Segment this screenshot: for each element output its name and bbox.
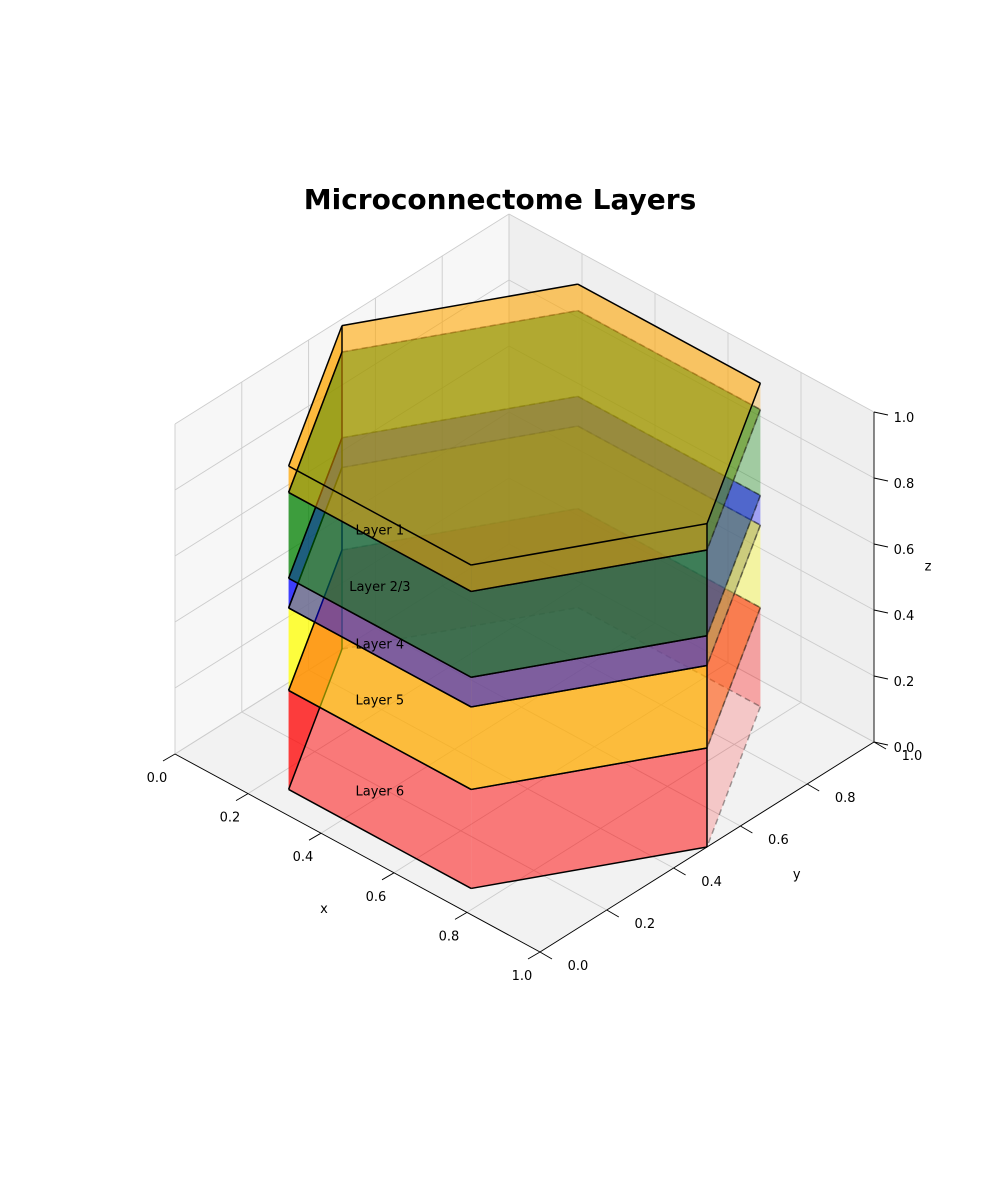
z-tick: [873, 609, 889, 614]
layer-hidden-edge: [706, 524, 762, 666]
layer-edge: [470, 549, 708, 593]
y-tick: [873, 741, 887, 750]
layer-side-face: [471, 635, 707, 707]
z-tick: [873, 741, 889, 746]
layer-label: Layer 4: [356, 638, 405, 653]
z-tick-label: 0.6: [894, 543, 915, 558]
layer-edge: [706, 382, 762, 524]
y-tick-label: 0.2: [634, 917, 655, 932]
z-tick: [873, 543, 889, 548]
layer-edge: [288, 607, 472, 708]
x-axis-line: [174, 753, 541, 953]
layer-label: Layer 1: [356, 524, 405, 539]
layer-edge: [287, 351, 343, 493]
x-tick: [308, 832, 322, 841]
z-tick-label: 0.0: [894, 741, 915, 756]
layer-side-face: [471, 523, 707, 592]
z-tick-label: 1.0: [894, 411, 915, 426]
layer-side-face: [471, 665, 707, 790]
layer-edge: [706, 495, 762, 637]
layer-edge: [288, 465, 472, 566]
y-tick-label: 1.0: [902, 749, 923, 764]
layer-side-face: [288, 492, 472, 678]
layer-side-face: [288, 466, 472, 592]
chart-title: Microconnectome Layers: [303, 183, 697, 216]
z-tick: [873, 477, 889, 482]
layer-edge: [706, 524, 762, 666]
y-tick: [806, 783, 820, 792]
y-tick-label: 0.6: [768, 833, 789, 848]
layer-label: Layer 2/3: [349, 580, 410, 595]
y-tick: [740, 825, 753, 834]
layer-edge: [470, 522, 708, 566]
layer-back-face: [707, 525, 761, 748]
z-tick: [873, 675, 889, 680]
x-tick: [454, 912, 468, 920]
layer-edge: [288, 689, 472, 791]
z-tick: [873, 411, 889, 416]
layer-back-face: [707, 607, 761, 847]
layer-edge: [706, 409, 762, 551]
x-tick-label: 0.0: [147, 771, 168, 786]
x-tick-label: 0.2: [220, 811, 241, 826]
layer-prism: Layer 6 Layer 5 Layer 4 Layer 2/3 Layer 1: [287, 283, 762, 890]
z-axis-label: z: [925, 560, 932, 575]
x-tick-label: 0.8: [439, 929, 460, 944]
grid-line: [174, 213, 510, 425]
layer-hidden-edge: [706, 607, 762, 749]
x-tick: [381, 872, 395, 881]
layer-side-face: [288, 578, 472, 707]
layer-hidden-edge: [706, 706, 762, 848]
layer-edge: [288, 788, 472, 890]
layer-edge: [706, 607, 762, 749]
x-tick: [235, 793, 249, 801]
z-tick-label: 0.4: [894, 609, 915, 624]
layer-edge: [288, 577, 472, 678]
y-tick: [606, 909, 620, 918]
layer-back-face: [707, 409, 761, 636]
z-tick-label: 0.8: [894, 477, 915, 492]
x-tick: [162, 753, 176, 762]
layer-back-face: [707, 495, 761, 666]
y-axis-label: y: [793, 868, 801, 883]
x-tick: [527, 951, 541, 960]
z-tick-label: 0.2: [894, 675, 915, 690]
layer-back-face: [707, 383, 761, 550]
layer-layer-1: Layer 1: [287, 283, 762, 593]
x-axis-label: x: [320, 902, 328, 917]
x-tick-label: 0.4: [293, 850, 314, 865]
y-tick-label: 0.4: [701, 875, 722, 890]
axis-labels: 0.0 0.0 0.0 0.2 0.2 0.2 0.4 0.4 0.4 0.6 0.6 0.6 0.8 0…: [147, 411, 932, 984]
y-tick-label: 0.0: [568, 959, 589, 974]
layer-label: Layer 5: [356, 694, 405, 709]
layer-edge: [288, 491, 472, 593]
layer-edge: [470, 747, 708, 791]
layer-label: Layer 6: [356, 784, 405, 799]
layer-top-face: [288, 284, 761, 565]
layer-edge: [287, 325, 343, 467]
layer-side-face: [471, 748, 707, 889]
x-tick-label: 1.0: [512, 969, 533, 984]
grid-line: [508, 213, 875, 413]
y-tick-label: 0.8: [835, 791, 856, 806]
layer-edge: [470, 664, 708, 708]
layer-edge: [470, 635, 708, 678]
layer-edge: [470, 846, 708, 890]
layer-edge: [577, 283, 761, 384]
y-tick: [539, 951, 553, 960]
x-tick-label: 0.6: [366, 890, 387, 905]
layer-side-face: [288, 690, 472, 889]
y-tick: [673, 867, 686, 876]
layer-hidden-edge: [706, 495, 762, 637]
layer-side-face: [288, 607, 472, 790]
layer-hidden-edge: [706, 409, 762, 551]
layer-edge: [341, 283, 579, 327]
